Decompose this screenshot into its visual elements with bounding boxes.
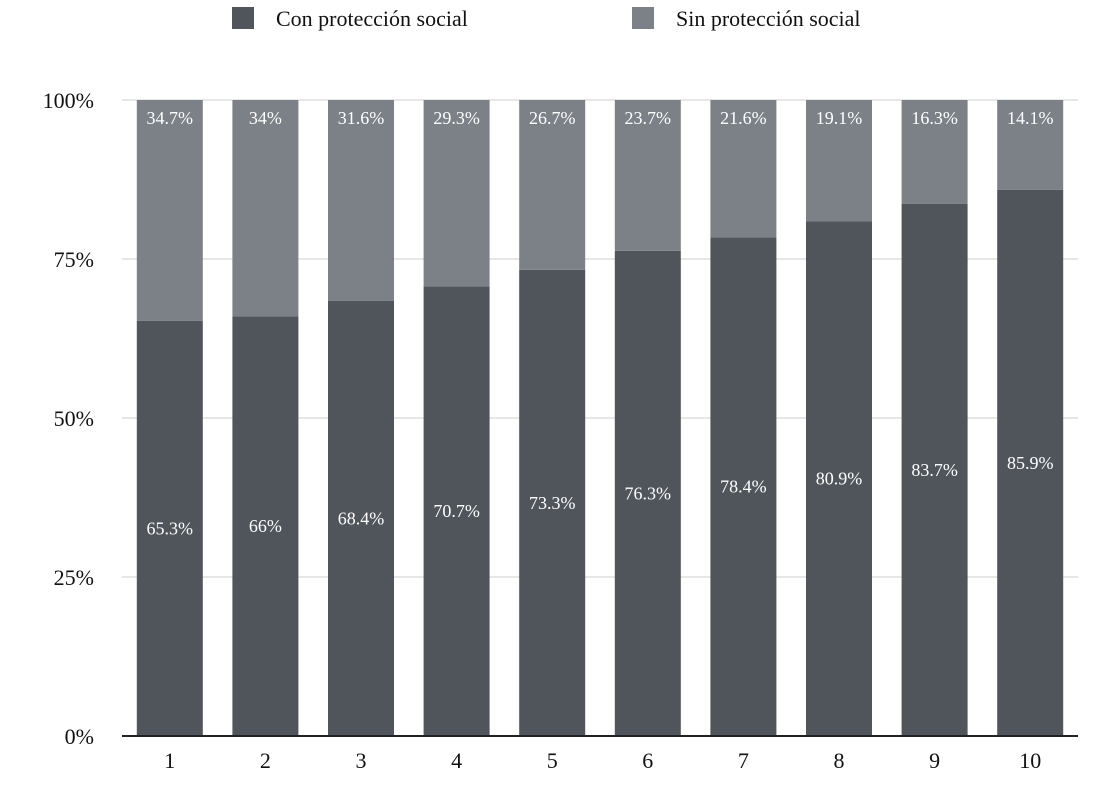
bar-segment-con-proteccion-4	[423, 286, 490, 736]
x-tick-label: 3	[356, 748, 367, 773]
bar-segment-con-proteccion-9	[901, 203, 968, 737]
bar-segment-sin-proteccion-6	[614, 100, 681, 251]
data-label: 29.3%	[433, 108, 480, 128]
bar-segment-con-proteccion-1	[136, 320, 203, 736]
legend: Con protección social Sin protección soci…	[232, 6, 861, 31]
legend-label: Sin protección social	[676, 6, 861, 31]
y-tick-label: 0%	[65, 724, 94, 749]
x-tick-label: 1	[164, 748, 175, 773]
x-tick-label: 6	[642, 748, 653, 773]
legend-swatch	[632, 7, 654, 29]
bar-segment-sin-proteccion-1	[136, 100, 203, 321]
data-label: 16.3%	[911, 108, 958, 128]
data-label: 34.7%	[147, 108, 194, 128]
data-label: 76.3%	[625, 483, 672, 503]
bar-segment-con-proteccion-7	[710, 237, 777, 736]
bars: 65.3% 34.7% 66% 34% 68.4% 31.6% 70.7% 29.3% 73.3…	[136, 100, 1064, 737]
axes: 0% 25% 50% 75% 100% 1 2 3 4 5 6 7 8 9 10	[43, 88, 1078, 773]
data-label: 80.9%	[816, 469, 863, 489]
x-tick-label: 2	[260, 748, 271, 773]
data-label: 21.6%	[720, 108, 767, 128]
bar-segment-sin-proteccion-4	[423, 100, 490, 287]
bar-segment-sin-proteccion-5	[519, 100, 586, 270]
y-tick-label: 75%	[54, 247, 94, 272]
legend-swatch	[232, 7, 254, 29]
data-label: 66%	[249, 516, 282, 536]
bar-segment-sin-proteccion-3	[328, 100, 394, 301]
x-tick-label: 5	[547, 748, 558, 773]
x-tick-label: 4	[451, 748, 462, 773]
data-label: 23.7%	[625, 108, 672, 128]
data-label: 31.6%	[338, 108, 385, 128]
legend-label: Con protección social	[276, 6, 468, 31]
data-label: 83.7%	[911, 460, 958, 480]
x-tick-label: 8	[834, 748, 845, 773]
data-label: 34%	[249, 108, 282, 128]
data-label: 70.7%	[433, 501, 480, 521]
data-label: 73.3%	[529, 493, 576, 513]
x-tick-label: 7	[738, 748, 749, 773]
bar-segment-con-proteccion-5	[519, 269, 586, 736]
bar-segment-sin-proteccion-2	[232, 100, 299, 317]
bar-segment-con-proteccion-3	[328, 300, 394, 736]
x-tick-label: 10	[1019, 748, 1041, 773]
data-label: 65.3%	[147, 518, 194, 538]
bar-segment-con-proteccion-6	[614, 250, 681, 736]
x-tick-label: 9	[929, 748, 940, 773]
bar-segment-con-proteccion-2	[232, 316, 299, 736]
bar-segment-sin-proteccion-9	[901, 100, 968, 204]
y-tick-label: 25%	[54, 565, 94, 590]
data-label: 68.4%	[338, 508, 385, 528]
bar-segment-sin-proteccion-8	[806, 100, 872, 222]
data-label: 14.1%	[1007, 108, 1054, 128]
data-label: 85.9%	[1007, 453, 1054, 473]
bar-segment-con-proteccion-10	[997, 189, 1064, 736]
bar-segment-sin-proteccion-7	[710, 100, 777, 238]
y-tick-label: 100%	[43, 88, 94, 113]
data-label: 26.7%	[529, 108, 576, 128]
bar-segment-con-proteccion-8	[806, 221, 872, 736]
data-label: 19.1%	[816, 108, 863, 128]
data-label: 78.4%	[720, 477, 767, 497]
bar-segment-sin-proteccion-10	[997, 100, 1064, 190]
y-tick-label: 50%	[54, 406, 94, 431]
